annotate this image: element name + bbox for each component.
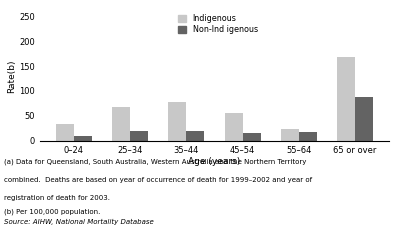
Bar (355, 97, 373, 141)
Bar (337, 57, 355, 141)
Bar (281, 129, 299, 141)
Legend: Indigenous, Non-Ind igenous: Indigenous, Non-Ind igenous (177, 13, 259, 36)
Bar (186, 131, 204, 141)
X-axis label: Age (years): Age (years) (188, 157, 241, 166)
Bar (56, 124, 73, 141)
Bar (73, 136, 92, 141)
Bar (225, 113, 243, 141)
Text: (b) Per 100,000 population.: (b) Per 100,000 population. (4, 209, 100, 215)
Text: combined.  Deaths are based on year of occurrence of death for 1999–2002 and yea: combined. Deaths are based on year of oc… (4, 177, 312, 183)
Bar (130, 131, 148, 141)
Bar (299, 132, 317, 141)
Text: registration of death for 2003.: registration of death for 2003. (4, 195, 110, 201)
Bar (243, 133, 260, 141)
Text: Source: AIHW, National Mortality Database: Source: AIHW, National Mortality Databas… (4, 219, 154, 225)
Y-axis label: Rate(b): Rate(b) (7, 59, 16, 93)
Bar (112, 107, 130, 141)
Text: (a) Data for Queensland, South Australia, Western Australia and the Northern Ter: (a) Data for Queensland, South Australia… (4, 159, 306, 165)
Bar (168, 102, 186, 141)
